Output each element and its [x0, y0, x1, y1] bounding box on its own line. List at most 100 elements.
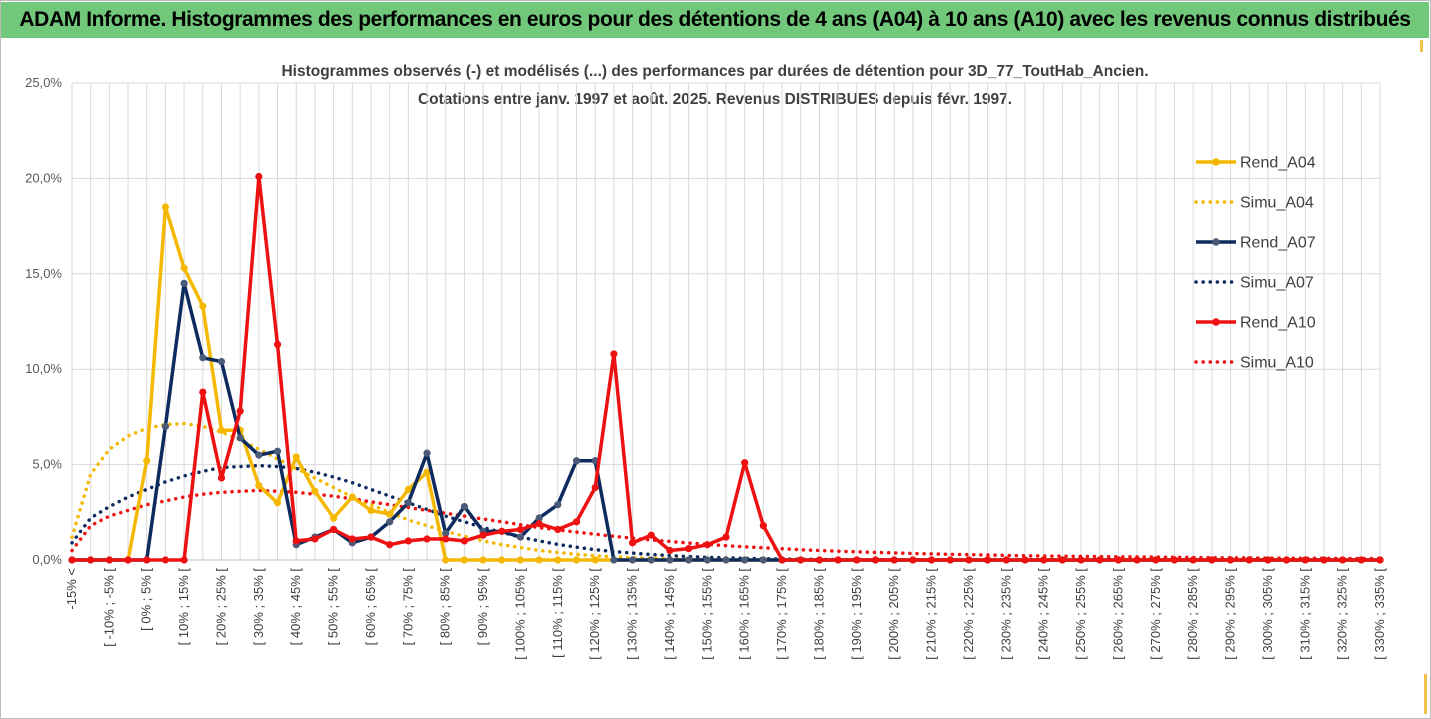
x-tick-label: [ 230% ; 235% [	[998, 568, 1013, 660]
data-point	[628, 556, 637, 564]
data-point	[554, 525, 562, 534]
legend-marker	[1212, 318, 1220, 326]
data-point	[330, 514, 338, 522]
data-point	[516, 525, 525, 534]
data-point	[1245, 556, 1253, 564]
data-point	[554, 501, 562, 509]
legend-label: Rend_A07	[1240, 235, 1316, 252]
data-point	[423, 449, 431, 457]
data-point	[984, 556, 992, 564]
data-point	[180, 279, 188, 287]
data-point	[834, 556, 842, 564]
y-axis-ticks: 0,0% 5,0% 10,0% 15,0% 20,0% 25,0%	[25, 75, 62, 567]
data-point	[1282, 556, 1291, 564]
data-point	[1301, 556, 1309, 564]
data-point	[647, 556, 655, 564]
x-tick-label: [ 240% ; 245% [	[1036, 568, 1051, 660]
legend-marker	[1212, 158, 1220, 166]
data-point	[348, 493, 356, 501]
legend-label: Simu_A10	[1240, 355, 1314, 372]
data-point	[535, 556, 543, 564]
data-point	[591, 483, 599, 492]
data-point	[1133, 556, 1141, 564]
data-point	[87, 556, 95, 564]
data-point	[628, 539, 637, 547]
data-point	[404, 499, 412, 507]
data-point	[255, 481, 263, 490]
x-tick-label: [ 190% ; 195% [	[849, 568, 864, 660]
x-tick-label: -15% <	[64, 568, 79, 610]
x-tick-label: [ 320% ; 325% [	[1335, 568, 1350, 660]
data-point	[161, 422, 170, 431]
grid-lines	[71, 82, 1381, 561]
data-point	[367, 533, 375, 541]
data-point	[722, 556, 730, 564]
x-tick-label: [ 310% ; 315% [	[1297, 568, 1312, 660]
legend-marker	[1212, 238, 1220, 246]
x-tick-label: [ 140% ; 145% [	[662, 568, 677, 660]
x-tick-label: [ 150% ; 155% [	[699, 568, 714, 660]
data-point	[797, 556, 805, 564]
legend-label: Rend_A04	[1240, 155, 1316, 172]
banner-title: ADAM Informe. Histogrammes des performan…	[1, 2, 1429, 38]
data-point	[685, 544, 693, 553]
data-point	[442, 529, 450, 537]
data-point	[1170, 556, 1179, 564]
data-point	[423, 468, 431, 476]
data-point	[367, 506, 375, 514]
data-point	[442, 556, 450, 564]
x-tick-label: [ 70% ; 75% [	[400, 568, 415, 646]
data-point	[1114, 556, 1122, 564]
data-point	[236, 407, 244, 415]
data-point	[460, 502, 468, 511]
data-point	[890, 556, 898, 564]
legend-item: Simu_A07	[1194, 275, 1314, 292]
data-point	[815, 556, 824, 564]
data-point	[479, 556, 487, 564]
data-point	[778, 556, 786, 564]
series-Rend_A10	[68, 172, 1384, 564]
x-tick-label: [ 180% ; 185% [	[811, 568, 826, 660]
data-point	[217, 426, 226, 434]
data-point	[273, 499, 282, 507]
chart-title-line1: Histogrammes observés (-) et modélisés (…	[281, 63, 1148, 80]
data-point	[124, 556, 132, 564]
data-point	[871, 556, 880, 564]
x-tick-label: [ 60% ; 65% [	[363, 568, 378, 646]
data-point	[105, 556, 113, 564]
data-point	[647, 531, 655, 539]
data-point	[386, 541, 394, 549]
data-point	[1264, 556, 1272, 564]
data-point	[311, 535, 319, 543]
data-point	[1320, 556, 1328, 564]
data-point	[1058, 556, 1066, 564]
data-point	[423, 535, 431, 543]
data-point	[666, 546, 674, 555]
x-tick-label: [ 120% ; 125% [	[587, 568, 602, 660]
data-point	[404, 537, 412, 545]
legend-item: Simu_A04	[1194, 195, 1314, 212]
data-point	[442, 535, 450, 543]
x-tick-label: [ 50% ; 55% [	[326, 568, 341, 646]
x-tick-label: [ 100% ; 105% [	[512, 568, 527, 660]
x-tick-label: [ 270% ; 275% [	[1148, 568, 1163, 660]
data-point	[217, 474, 226, 482]
x-tick-label: [ 280% ; 285% [	[1185, 568, 1200, 660]
legend-label: Simu_A07	[1240, 275, 1314, 292]
y-tick-label: 15,0%	[25, 266, 62, 281]
data-point	[386, 518, 394, 526]
x-tick-label: [ 10% ; 15% [	[176, 568, 191, 646]
data-point	[741, 556, 749, 564]
x-tick-label: [ 210% ; 215% [	[924, 568, 939, 660]
data-point	[199, 388, 207, 396]
data-point	[161, 556, 170, 564]
y-tick-label: 10,0%	[25, 361, 62, 376]
data-point	[1040, 556, 1048, 564]
data-point	[386, 510, 394, 518]
legend: Rend_A04 Simu_A04 Rend_A07 Simu_A07 Rend_A10…	[1194, 155, 1316, 372]
data-point	[591, 556, 599, 564]
data-point	[516, 556, 525, 564]
data-point	[404, 485, 412, 494]
x-tick-label: [ 170% ; 175% [	[774, 568, 789, 660]
legend-item: Rend_A07	[1196, 235, 1316, 252]
